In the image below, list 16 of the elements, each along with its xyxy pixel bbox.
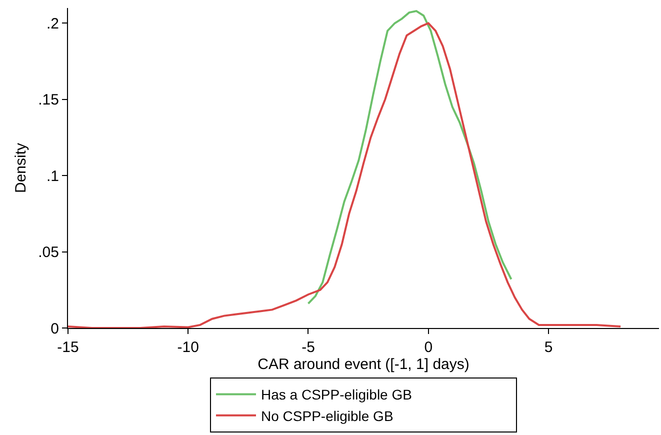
x-tick-label: -15 <box>57 339 79 356</box>
line-series <box>307 10 512 305</box>
line-series <box>68 22 622 328</box>
x-axis-title: CAR around event ([-1, 1] days) <box>258 356 470 373</box>
x-tick-label: -5 <box>302 339 315 356</box>
y-tick-label: .15 <box>38 92 59 109</box>
y-tick-label: .05 <box>38 244 59 262</box>
x-tick-label: 0 <box>424 339 433 356</box>
legend-label: Has a CSPP-eligible GB <box>261 386 412 403</box>
x-tick-label: 5 <box>544 339 553 356</box>
y-tick-label: 0 <box>50 320 59 338</box>
legend-label: No CSPP-eligible GB <box>261 408 394 424</box>
y-tick-label: .1 <box>46 168 59 185</box>
y-axis-title: Density <box>12 142 30 194</box>
y-tick-label: .2 <box>46 15 59 32</box>
x-tick-label: -10 <box>177 339 199 356</box>
